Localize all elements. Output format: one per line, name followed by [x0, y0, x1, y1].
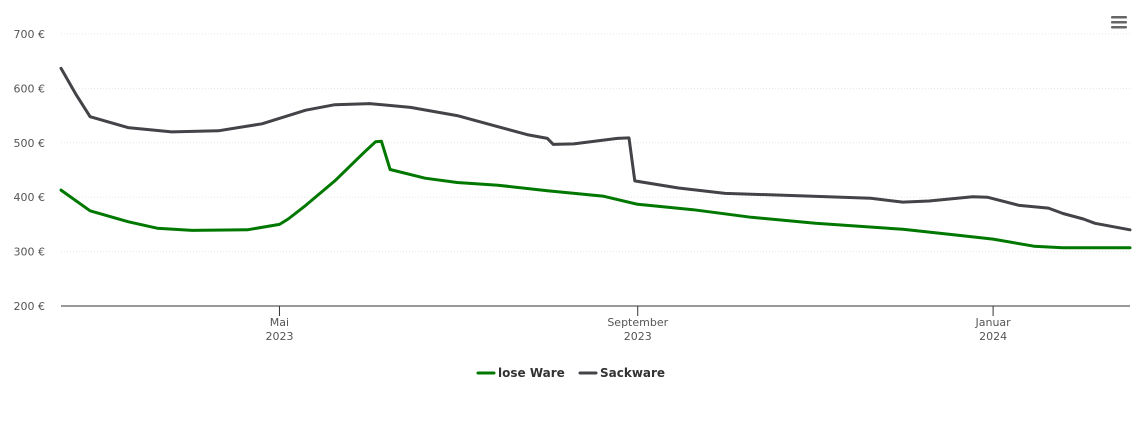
y-tick-label: 700 € [14, 28, 46, 41]
x-tick-sublabel: 2023 [624, 330, 652, 343]
legend: lose Ware Sackware [476, 366, 665, 380]
y-axis-labels: 200 € 300 € 400 € 500 € 600 € 700 € [14, 28, 46, 313]
legend-label: lose Ware [498, 366, 565, 380]
x-tick-label: Mai [270, 316, 289, 329]
series-line-0 [59, 139, 1132, 250]
grid-lines [61, 33, 1130, 253]
x-tick-label: Januar [974, 316, 1011, 329]
x-tick-sublabel: 2023 [265, 330, 293, 343]
legend-item[interactable]: Sackware [578, 366, 665, 380]
hamburger-bar-3 [1111, 26, 1127, 29]
hamburger-bar-1 [1111, 16, 1127, 19]
x-tick-label: September [607, 316, 668, 329]
x-tick-sublabel: 2024 [979, 330, 1007, 343]
series-line-1 [59, 66, 1132, 232]
y-tick-label: 500 € [14, 137, 46, 150]
legend-label: Sackware [600, 366, 665, 380]
y-tick-label: 600 € [14, 82, 46, 95]
chart-menu-button[interactable] [1110, 14, 1128, 30]
series-lines [59, 66, 1132, 250]
y-tick-label: 200 € [14, 300, 46, 313]
hamburger-bar-2 [1111, 21, 1127, 24]
y-tick-label: 300 € [14, 246, 46, 259]
legend-item[interactable]: lose Ware [476, 366, 565, 380]
y-tick-label: 400 € [14, 191, 46, 204]
